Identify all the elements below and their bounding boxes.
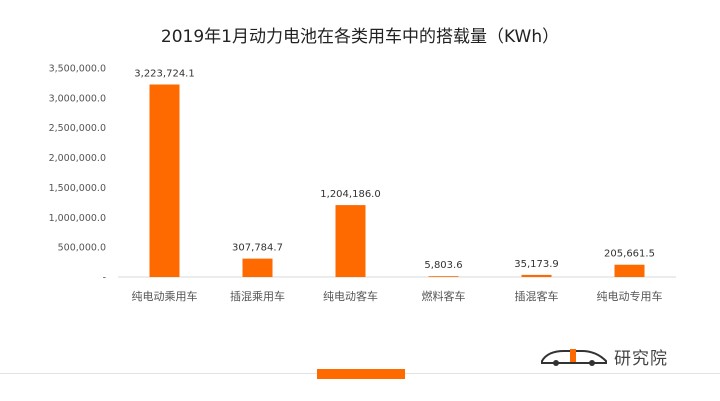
bar — [149, 84, 180, 277]
brand-logo: 研究院 — [540, 343, 668, 369]
y-tick-label: 3,000,000.0 — [49, 93, 106, 104]
y-tick-label: 2,000,000.0 — [49, 153, 106, 164]
bar — [428, 276, 459, 277]
x-tick-label: 纯电动乘用车 — [132, 289, 198, 303]
x-tick-label: 燃料客车 — [422, 289, 466, 303]
chart-title: 2019年1月动力电池在各类用车中的搭载量（KWh） — [161, 27, 559, 47]
logo-text: 研究院 — [614, 348, 668, 369]
bars-group — [149, 84, 645, 277]
data-label: 35,173.9 — [514, 259, 559, 270]
data-label: 3,223,724.1 — [134, 68, 194, 79]
x-tick-label: 纯电动专用车 — [597, 289, 663, 303]
bar — [614, 264, 645, 277]
bar — [521, 274, 552, 277]
x-tick-label: 插混乘用车 — [230, 289, 285, 303]
y-tick-label: 2,500,000.0 — [49, 123, 106, 134]
y-tick-label: - — [103, 273, 106, 284]
data-label: 307,784.7 — [232, 243, 283, 254]
y-tick-label: 1,000,000.0 — [49, 213, 106, 224]
x-tick-label: 插混客车 — [515, 289, 559, 303]
data-label: 205,661.5 — [604, 249, 655, 260]
y-tick-label: 500,000.0 — [58, 243, 106, 254]
data-label: 5,803.6 — [424, 260, 462, 271]
y-tick-label: 3,500,000.0 — [49, 64, 106, 75]
data-label: 1,204,186.0 — [320, 189, 380, 200]
bar — [335, 205, 366, 277]
x-axis-labels: 纯电动乘用车 插混乘用车 纯电动客车 燃料客车 插混客车 纯电动专用车 — [132, 289, 663, 303]
data-labels-group: 3,223,724.1 307,784.7 1,204,186.0 5,803.6 35… — [134, 68, 655, 271]
footer-accent-bar — [317, 369, 405, 379]
x-tick-label: 纯电动客车 — [323, 289, 378, 303]
y-axis: - 500,000.0 1,000,000.0 1,500,000.0 2,000,00… — [49, 64, 106, 284]
y-tick-label: 1,500,000.0 — [49, 183, 106, 194]
bar-chart: 2019年1月动力电池在各类用车中的搭载量（KWh） - 500,000.0 1,0… — [49, 27, 676, 303]
car-logo-icon — [541, 349, 607, 366]
bar — [242, 258, 273, 277]
